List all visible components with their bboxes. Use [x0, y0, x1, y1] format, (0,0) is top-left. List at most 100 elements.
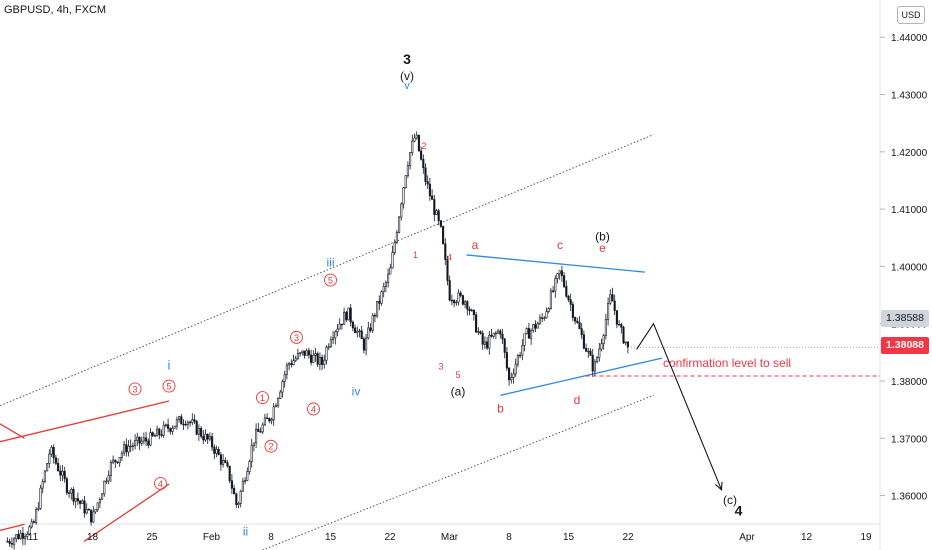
candle-body [589, 350, 592, 356]
candle-body [140, 440, 143, 444]
candle-body [65, 478, 68, 494]
candle-body [112, 459, 115, 463]
candle-body [10, 543, 13, 545]
candle-body [532, 324, 535, 331]
candle-body [318, 356, 321, 365]
candle-body [384, 282, 387, 287]
candle-body [618, 323, 621, 326]
x-tick-label: 12 [801, 532, 813, 543]
candle-body [516, 355, 519, 365]
wave-label: (c) [723, 493, 737, 507]
candle-body [101, 493, 104, 500]
candle-body [37, 507, 40, 510]
candle-body [406, 165, 409, 176]
candle-body [479, 331, 482, 334]
candle-body [591, 355, 594, 372]
candle-body [457, 292, 460, 303]
candle-body [61, 470, 64, 476]
circled-label-ring [154, 477, 167, 490]
candle-body [433, 199, 436, 215]
candle-body [367, 327, 370, 339]
x-tick-label: 15 [325, 532, 337, 543]
candle-body [563, 275, 566, 287]
candle-body [417, 134, 420, 152]
candle-body [545, 311, 548, 319]
candle-body [184, 423, 187, 426]
candle-body [499, 330, 502, 335]
wave-label: (a) [451, 384, 466, 398]
candle-body [138, 436, 141, 444]
candle-body [226, 462, 229, 467]
candle-body [549, 290, 552, 309]
candle-body [345, 311, 348, 321]
candle-body [501, 333, 504, 340]
candle-body [92, 511, 95, 523]
candle-body [182, 423, 185, 426]
candle-body [50, 446, 53, 455]
candle-body [602, 335, 605, 345]
circled-label: 3 [294, 333, 299, 343]
candle-body [235, 493, 238, 505]
confirmation-level-label: confirmation level to sell [663, 356, 791, 370]
candle-body [252, 442, 255, 446]
y-tick-label: 1.36000 [891, 492, 928, 503]
candle-body [270, 419, 273, 422]
candle-body [422, 159, 425, 169]
candle-body [402, 187, 405, 205]
candle-body [376, 300, 379, 317]
candle-body [125, 444, 128, 453]
wave-label: 2 [421, 141, 426, 151]
candle-body [382, 286, 385, 293]
candle-body [461, 295, 464, 305]
candle-body [285, 364, 288, 375]
circled-label: 5 [328, 276, 333, 286]
y-tick-label: 1.37000 [891, 434, 928, 445]
candle-body [622, 326, 625, 344]
candle-body [334, 331, 337, 339]
candle-body [442, 226, 445, 245]
candle-body [497, 330, 500, 334]
currency-badge[interactable]: USD [897, 6, 925, 24]
y-axis-ticks: 1.360001.370001.380001.390001.400001.410… [880, 33, 928, 503]
candle-body [6, 541, 9, 543]
wave-label: 1 [413, 250, 418, 260]
candle-body [28, 526, 31, 535]
circled-label: 1 [260, 393, 265, 403]
candle-body [219, 454, 222, 465]
candle-body [180, 416, 183, 425]
candle-body [391, 252, 394, 269]
symbol-title[interactable]: GBPUSD, 4h, FXCM [4, 4, 107, 16]
candle-body [585, 347, 588, 352]
candle-body [197, 428, 200, 435]
wave-label: 4 [735, 503, 743, 519]
candle-body [387, 273, 390, 283]
circled-label-ring [324, 273, 337, 287]
candle-body [420, 150, 423, 160]
candle-body [565, 286, 568, 297]
candle-body [43, 470, 46, 482]
candle-body [35, 509, 38, 523]
candle-body [571, 304, 574, 318]
candle-body [164, 424, 167, 426]
wave-label: d [574, 393, 581, 407]
candle-body [351, 321, 354, 329]
candle-body [464, 301, 467, 305]
y-tick-label: 1.38000 [891, 377, 928, 388]
y-tick-label: 1.43000 [891, 91, 928, 102]
candle-body [323, 359, 326, 365]
x-tick-label: 8 [268, 532, 274, 543]
candle-body [274, 405, 277, 408]
candle-body [560, 270, 563, 276]
candle-body [160, 434, 163, 436]
candle-body [63, 470, 66, 480]
candle-body [48, 453, 51, 464]
candle-body [510, 377, 513, 381]
candle-body [17, 534, 20, 539]
candle-body [393, 242, 396, 253]
candle-body [481, 332, 484, 345]
candle-body [444, 243, 447, 260]
candle-body [556, 273, 559, 279]
candle-body [455, 301, 458, 304]
y-tick-label: 1.42000 [891, 148, 928, 159]
